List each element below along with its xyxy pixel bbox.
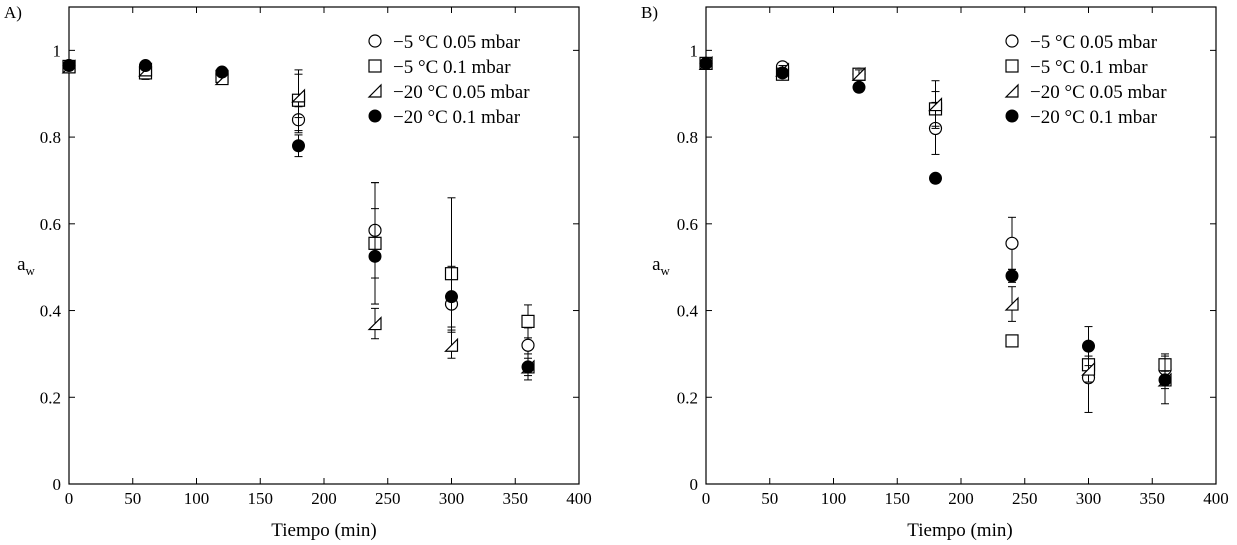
x-tick-label: 350 xyxy=(1140,489,1166,508)
x-tick-label: 0 xyxy=(65,489,74,508)
x-axis: 0 50 100 150 200 250 300 350 400 xyxy=(65,7,592,508)
data-point xyxy=(291,88,306,103)
data-point xyxy=(776,66,789,80)
x-tick-label: 150 xyxy=(248,489,274,508)
y-tick-label: 0.8 xyxy=(40,128,61,147)
y-tick-label: 0.4 xyxy=(40,302,62,321)
series-4 xyxy=(62,59,535,381)
x-axis: 0 50 100 150 200 250 300 350 400 xyxy=(702,7,1229,508)
legend-entry: −5 °C 0.1 mbar xyxy=(1030,57,1148,78)
y-axis-label: aw xyxy=(17,254,35,278)
data-marks xyxy=(698,55,1172,413)
legend-entry: −20 °C 0.1 mbar xyxy=(393,107,521,128)
data-point xyxy=(445,290,458,304)
y-tick-label: 1 xyxy=(690,41,699,60)
data-point xyxy=(1004,296,1019,311)
x-tick-label: 50 xyxy=(761,489,778,508)
data-point xyxy=(1158,373,1172,387)
y-tick-label: 0.6 xyxy=(677,215,698,234)
x-tick-label: 200 xyxy=(948,489,974,508)
chart-panel-a: A) 0 0.2 0.4 0.6 0.8 1 0 50 100 150 200 250 300 350 4… xyxy=(4,3,592,541)
data-point xyxy=(1005,269,1019,283)
legend-marker xyxy=(368,34,382,48)
data-point xyxy=(928,97,943,112)
x-axis-label: Tiempo (min) xyxy=(271,520,376,541)
data-point xyxy=(851,66,866,81)
legend-marker xyxy=(368,109,382,123)
y-tick-label: 0.8 xyxy=(677,128,698,147)
data-point xyxy=(1005,334,1019,348)
x-tick-label: 250 xyxy=(375,489,401,508)
data-point xyxy=(292,139,305,153)
y-tick-label: 0 xyxy=(53,475,62,494)
chart-panel-b: B) 0 0.2 0.4 0.6 0.8 1 0 50 100 150 200 250 300 350 4… xyxy=(641,3,1229,541)
data-point xyxy=(139,59,152,73)
data-point xyxy=(699,56,713,70)
x-tick-label: 50 xyxy=(124,489,141,508)
data-point xyxy=(444,337,459,352)
x-tick-label: 300 xyxy=(1076,489,1102,508)
y-axis-label: aw xyxy=(652,254,670,278)
legend-marker xyxy=(367,83,382,98)
y-tick-label: 0 xyxy=(690,475,699,494)
data-point xyxy=(852,80,866,94)
x-tick-label: 400 xyxy=(1203,489,1229,508)
data-point xyxy=(521,338,535,352)
data-point xyxy=(521,314,535,328)
legend-entry: −5 °C 0.1 mbar xyxy=(393,57,511,78)
x-tick-label: 0 xyxy=(702,489,711,508)
legend-marker xyxy=(1004,83,1019,98)
data-point xyxy=(215,65,229,79)
data-point xyxy=(1005,236,1019,250)
legend-marker xyxy=(1005,109,1019,123)
legend-entry: −5 °C 0.05 mbar xyxy=(393,32,521,53)
legend: −5 °C 0.05 mbar −5 °C 0.1 mbar −20 °C 0.05… xyxy=(367,32,530,128)
x-tick-label: 100 xyxy=(821,489,847,508)
x-axis-label: Tiempo (min) xyxy=(907,520,1012,541)
legend: −5 °C 0.05 mbar −5 °C 0.1 mbar −20 °C 0.05… xyxy=(1004,32,1167,128)
legend-entry: −20 °C 0.05 mbar xyxy=(1030,82,1167,103)
data-marks xyxy=(61,58,535,381)
legend-entry: −20 °C 0.1 mbar xyxy=(1030,107,1158,128)
data-point xyxy=(929,171,942,185)
data-point xyxy=(367,316,382,331)
legend-marker xyxy=(1005,34,1019,48)
x-tick-label: 200 xyxy=(311,489,337,508)
legend-marker xyxy=(368,59,382,73)
x-tick-label: 300 xyxy=(439,489,465,508)
y-tick-label: 0.6 xyxy=(40,215,61,234)
data-point xyxy=(368,249,382,263)
legend-entry: −20 °C 0.05 mbar xyxy=(393,82,530,103)
series-4 xyxy=(699,56,1172,390)
y-tick-label: 0.2 xyxy=(40,388,61,407)
panel-label-b: B) xyxy=(641,3,658,22)
panel-label-a: A) xyxy=(4,3,22,22)
x-tick-label: 400 xyxy=(566,489,592,508)
y-axis: 0 0.2 0.4 0.6 0.8 1 xyxy=(677,41,1216,494)
data-point xyxy=(1082,339,1095,353)
legend-entry: −5 °C 0.05 mbar xyxy=(1030,32,1158,53)
data-point xyxy=(521,360,535,374)
x-tick-label: 100 xyxy=(184,489,210,508)
data-point xyxy=(62,59,76,73)
y-tick-label: 1 xyxy=(53,41,62,60)
x-tick-label: 150 xyxy=(885,489,911,508)
x-tick-label: 350 xyxy=(503,489,529,508)
y-tick-label: 0.2 xyxy=(677,388,698,407)
y-axis: 0 0.2 0.4 0.6 0.8 1 xyxy=(40,41,579,494)
x-tick-label: 250 xyxy=(1012,489,1038,508)
legend-marker xyxy=(1005,59,1019,73)
y-tick-label: 0.4 xyxy=(677,302,699,321)
